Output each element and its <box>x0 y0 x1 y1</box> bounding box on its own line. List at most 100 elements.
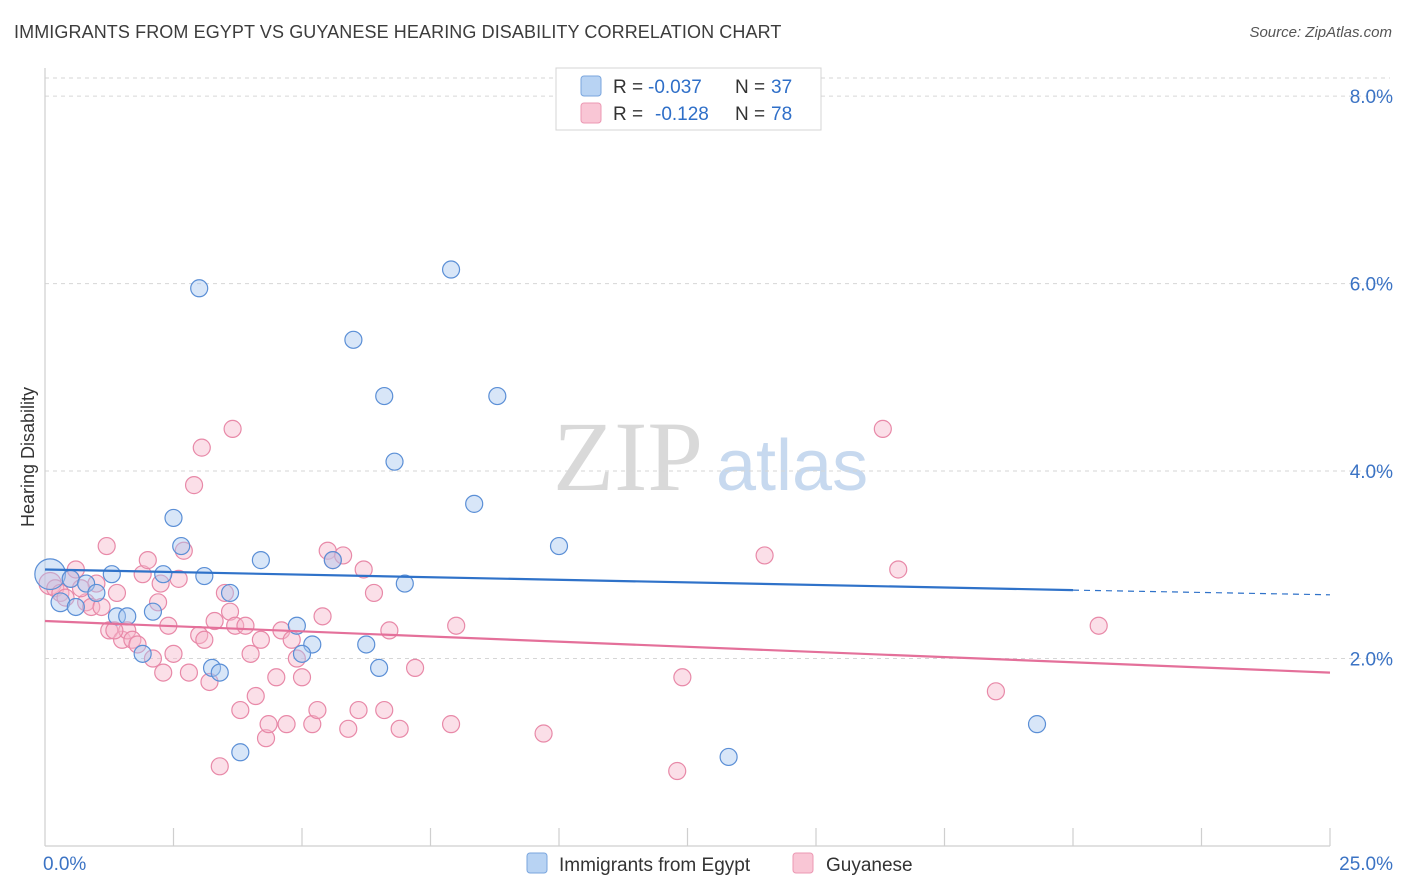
egypt-point-29 <box>395 574 414 593</box>
legend-egypt-n-value: 37 <box>771 77 792 98</box>
egypt-point-0 <box>34 558 67 591</box>
guyanese-point-11 <box>100 621 119 640</box>
chart-title: IMMIGRANTS FROM EGYPT VS GUYANESE HEARIN… <box>14 22 782 42</box>
chart-source: Source: ZipAtlas.com <box>1249 24 1392 41</box>
guyanese-point-39 <box>236 616 255 635</box>
guyanese-point-32 <box>205 611 224 631</box>
egypt-point-8 <box>118 607 137 626</box>
guyanese-point-19 <box>143 649 163 668</box>
legend-top: R = -0.037 N = 37 R = -0.128 N = 78 <box>555 67 822 131</box>
guyanese-point-73 <box>986 682 1006 701</box>
y-tick-label-2: 6.0% <box>1350 275 1393 296</box>
guyanese-point-40 <box>241 644 260 663</box>
guyanese-point-12 <box>107 583 127 603</box>
y-tick-label-3: 8.0% <box>1350 87 1393 108</box>
guyanese-point-60 <box>364 583 384 603</box>
y-axis-label: Hearing Disability <box>18 387 38 527</box>
egypt-point-32 <box>488 386 507 406</box>
watermark-zip: ZIP <box>553 401 703 512</box>
guyanese-point-56 <box>334 546 353 565</box>
guyanese-point-21 <box>154 663 173 682</box>
egypt-point-28 <box>385 452 404 471</box>
guyanese-point-53 <box>313 607 332 626</box>
guyanese-point-72 <box>889 560 908 579</box>
watermark-atlas: atlas <box>716 426 868 506</box>
x-ticks <box>172 828 1331 846</box>
guyanese-point-57 <box>339 719 358 738</box>
egypt-point-14 <box>190 279 209 298</box>
legend-bottom-egypt-swatch <box>526 852 548 874</box>
guyanese-point-45 <box>267 668 286 687</box>
guyanese-point-61 <box>375 700 394 720</box>
guyanese-point-63 <box>390 719 409 738</box>
guyanese-point-34 <box>215 583 234 603</box>
guyanese-point-38 <box>231 700 250 720</box>
guyanese-point-23 <box>164 644 183 663</box>
guyanese-trendline <box>44 619 1331 674</box>
guyanese-point-44 <box>259 715 278 734</box>
egypt-point-19 <box>231 743 250 762</box>
guyanese-point-7 <box>82 597 101 617</box>
guyanese-point-27 <box>184 476 204 495</box>
egypt-point-10 <box>143 602 163 621</box>
guyanese-point-41 <box>246 686 265 706</box>
egypt-trendline <box>44 568 1074 592</box>
x-tick-label-0: 0.0% <box>43 854 86 875</box>
egypt-point-6 <box>102 565 121 584</box>
egypt-point-9 <box>133 644 152 663</box>
egypt-point-33 <box>549 536 569 556</box>
guyanese-point-68 <box>668 761 687 781</box>
egypt-point-36 <box>292 644 312 663</box>
y-tick-label-1: 4.0% <box>1350 462 1393 483</box>
guyanese-point-74 <box>1089 616 1108 635</box>
egypt-point-27 <box>375 386 394 406</box>
guyanese-point-9 <box>92 597 111 617</box>
guyanese-point-17 <box>133 565 152 584</box>
egypt-point-30 <box>441 260 461 279</box>
legend-egypt-r-label: R = <box>613 77 643 98</box>
egypt-point-35 <box>1027 715 1047 734</box>
x-tick-labels: 0.0% 25.0% <box>43 854 1393 875</box>
egypt-point-24 <box>344 330 363 349</box>
legend-bottom-egypt-label: Immigrants from Egypt <box>559 855 751 876</box>
legend-egypt-n-label: N = <box>735 77 765 98</box>
guyanese-point-71 <box>873 419 892 438</box>
guyanese-point-69 <box>673 668 692 687</box>
guyanese-point-70 <box>755 546 774 565</box>
guyanese-point-10 <box>97 536 116 556</box>
legend-egypt-r-value: -0.037 <box>648 77 702 98</box>
guyanese-point-50 <box>292 668 312 687</box>
grid <box>45 77 1390 660</box>
guyanese-point-26 <box>179 663 199 682</box>
egypt-point-3 <box>66 597 85 617</box>
egypt-point-31 <box>465 494 484 513</box>
legend-guyanese-r-value: -0.128 <box>655 104 709 125</box>
legend-guyanese-swatch <box>580 102 602 124</box>
guyanese-point-14 <box>118 621 137 640</box>
y-tick-label-0: 2.0% <box>1350 650 1393 671</box>
egypt-point-1 <box>50 592 71 613</box>
guyanese-point-76 <box>105 621 124 640</box>
y-tick-labels: 2.0% 4.0% 6.0% 8.0% <box>1350 87 1393 670</box>
egypt-point-13 <box>172 536 191 556</box>
guyanese-point-62 <box>380 621 399 640</box>
guyanese-point-58 <box>349 700 368 720</box>
egypt-point-11 <box>154 565 173 584</box>
legend-bottom: Immigrants from Egypt Guyanese <box>526 852 913 876</box>
guyanese-point-36 <box>223 419 242 438</box>
legend-guyanese-n-value: 78 <box>771 104 792 125</box>
egypt-point-20 <box>251 551 270 570</box>
egypt-point-23 <box>323 551 342 570</box>
egypt-point-18 <box>220 583 240 603</box>
guyanese-point-47 <box>277 715 296 734</box>
guyanese-point-42 <box>251 630 270 649</box>
guyanese-point-16 <box>128 635 147 654</box>
legend-egypt-swatch <box>580 75 602 97</box>
egypt-point-12 <box>164 508 183 528</box>
guyanese-point-66 <box>447 616 466 635</box>
guyanese-point-51 <box>303 715 322 734</box>
egypt-point-5 <box>87 583 106 603</box>
guyanese-point-18 <box>138 551 157 570</box>
egypt-point-34 <box>719 747 738 767</box>
